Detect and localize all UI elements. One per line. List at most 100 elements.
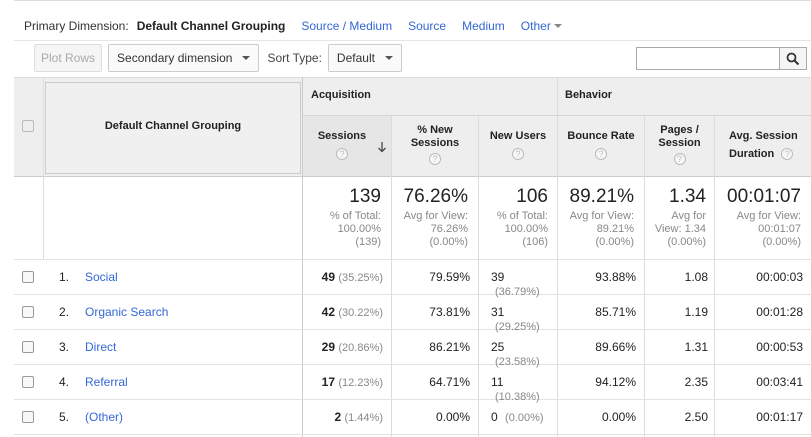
help-icon[interactable]: ? [595,148,607,160]
row-new-users-pct: (0.00%) [505,412,544,424]
primary-dimension-selected[interactable]: Default Channel Grouping [136,19,286,33]
row-new-users-value: 39 [491,270,505,284]
sort-descending-icon[interactable] [377,141,387,153]
row-channel-link[interactable]: Referral [85,375,128,389]
help-icon[interactable]: ? [336,148,348,160]
total-detail-line: (0.00%) [667,236,706,248]
row-new-sessions: 86.21% [429,340,470,354]
row-divider [14,364,811,365]
help-icon[interactable]: ? [429,153,441,165]
secondary-dimension-dropdown[interactable]: Secondary dimension [108,44,260,72]
row-channel-link[interactable]: Social [85,270,118,284]
row-avg-session-duration: 00:01:28 [756,305,803,319]
pages-per-session-header[interactable]: Pages / Session ? [645,124,714,166]
total-detail-line: (139) [355,236,381,248]
column-divider [714,115,715,437]
row-channel-link[interactable]: Direct [85,340,117,354]
row-new-users: 31 (29.25%) [479,305,551,333]
help-icon[interactable]: ? [673,153,686,165]
sort-type-label: Sort Type: [267,51,322,65]
row-checkbox[interactable] [22,376,34,388]
row-number: 1. [59,270,70,284]
column-divider [43,77,44,260]
duration-header-line1: Avg. Session [729,130,798,142]
row-new-users-value: 25 [491,340,505,354]
row-sessions-value: 29 [321,340,336,354]
row-sessions-value: 2 [334,410,342,424]
plot-rows-button[interactable]: Plot Rows [34,44,103,72]
row-new-sessions: 79.59% [429,270,470,284]
dimension-option-medium[interactable]: Medium [462,19,505,33]
row-avg-session-duration: 00:00:03 [756,270,803,284]
row-sessions: 42 (30.22%) [303,305,383,319]
total-new-users: 106 [516,186,548,207]
row-divider [14,294,811,295]
row-checkbox[interactable] [22,306,34,318]
sort-type-value: Default [336,51,375,65]
pages-header-line2: Session [658,137,701,149]
dimension-option-source-medium[interactable]: Source / Medium [301,19,393,33]
row-divider [14,329,811,330]
select-all-checkbox[interactable] [22,120,34,132]
total-new-sessions-detail: Avg for View: 76.26% (0.00%) [392,210,468,249]
chevron-down-icon [242,56,251,60]
search-button[interactable] [779,47,807,70]
dimension-option-other[interactable]: Other [521,19,562,33]
row-bounce-rate: 94.12% [595,375,636,389]
pages-header-line1: Pages / [660,124,699,136]
total-bounce-rate-detail: Avg for View: 89.21% (0.00%) [558,210,634,249]
row-new-users-pct: (10.38%) [495,391,540,403]
row-checkbox[interactable] [22,341,34,353]
new-sessions-header-line1: % New [417,124,453,136]
help-icon[interactable]: ? [781,148,794,160]
row-sessions-value: 42 [321,305,336,319]
secondary-dimension-label: Secondary dimension [117,51,233,65]
row-new-sessions: 64.71% [429,375,470,389]
column-divider [644,115,645,437]
row-bounce-rate: 93.88% [595,270,636,284]
column-divider [302,77,303,437]
row-sessions-pct: (30.22%) [338,307,383,319]
group-divider [303,115,811,116]
total-new-users-detail: % of Total: 100.00% (106) [479,210,548,249]
total-bounce-rate: 89.21% [569,186,634,207]
total-detail-line: (0.00%) [762,236,801,248]
bounce-rate-header[interactable]: Bounce Rate ? [558,130,644,161]
row-new-users-value: 0 [491,410,498,424]
dimension-header: Default Channel Grouping [104,120,242,132]
row-avg-session-duration: 00:00:53 [756,340,803,354]
sessions-header-label: Sessions [317,130,367,142]
row-new-users: 11 (10.38%) [479,375,551,403]
row-number: 5. [59,410,70,424]
new-users-header-label: New Users [489,130,547,142]
table-search-input[interactable] [636,47,779,70]
total-detail-line: (0.00%) [595,236,634,248]
total-detail-line: (106) [522,236,548,248]
total-detail-line: 00:01:07 [758,223,801,235]
row-channel-link[interactable]: (Other) [85,410,124,424]
total-pages-per-session: 1.34 [669,186,706,207]
new-sessions-header[interactable]: % New Sessions ? [392,124,478,166]
row-channel-link[interactable]: Organic Search [85,305,169,319]
total-detail-line: Avg for View: [569,210,634,222]
avg-session-duration-header[interactable]: Avg. Session Duration ? [715,130,811,161]
new-users-header[interactable]: New Users ? [479,130,557,161]
dimension-option-source[interactable]: Source [408,19,447,33]
row-sessions-pct: (12.23%) [338,377,383,389]
row-new-users-value: 31 [491,305,505,319]
total-detail-line: View: 1.34 [654,223,706,235]
row-checkbox[interactable] [22,271,34,283]
row-divider [14,434,811,435]
total-detail-line: Avg for View: [736,210,801,222]
row-checkbox[interactable] [22,411,34,423]
row-new-sessions: 73.81% [429,305,470,319]
dimension-header-cell[interactable] [45,82,301,174]
row-avg-session-duration: 00:03:41 [756,375,803,389]
help-icon[interactable]: ? [512,148,524,160]
row-bounce-rate: 85.71% [595,305,636,319]
row-new-users: 25 (23.58%) [479,340,551,368]
new-sessions-header-line2: Sessions [410,137,460,149]
sessions-header-cell[interactable] [303,116,391,176]
sort-type-dropdown[interactable]: Default [327,44,402,72]
total-avg-session-duration: 00:01:07 [727,186,801,207]
